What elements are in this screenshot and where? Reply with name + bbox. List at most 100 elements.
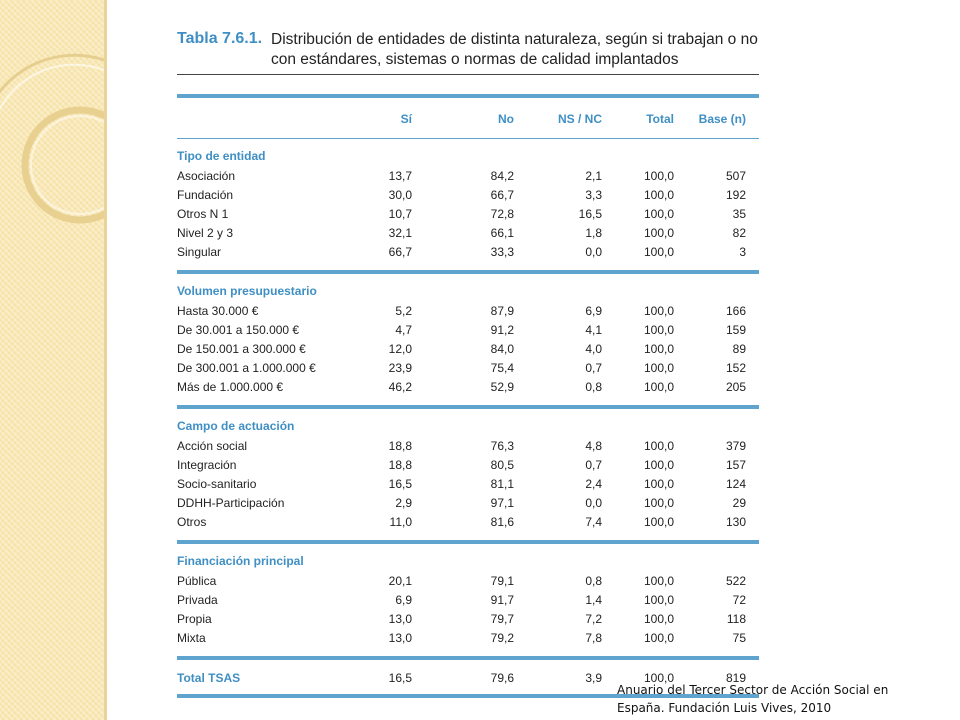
table-cell: 0,0 xyxy=(585,496,602,510)
table-cell: 13,0 xyxy=(388,612,412,626)
table-cell: 89 xyxy=(732,342,746,356)
table-cell: 72 xyxy=(732,593,746,607)
table-cell: 75,4 xyxy=(490,361,514,375)
title-divider xyxy=(177,74,759,75)
table-row: Singular 66,7 33,3 0,0 100,0 3 xyxy=(177,242,759,261)
table-cell: 100,0 xyxy=(643,458,674,472)
table-cell: 87,9 xyxy=(490,304,514,318)
row-label: Privada xyxy=(177,593,218,607)
source-line1: Anuario del Tercer Sector de Acción Soci… xyxy=(617,683,889,697)
table-row: Fundación 30,0 66,7 3,3 100,0 192 xyxy=(177,185,759,204)
table-row: Hasta 30.000 € 5,2 87,9 6,9 100,0 166 xyxy=(177,301,759,320)
row-label: Asociación xyxy=(177,169,236,183)
table-cell: 81,6 xyxy=(490,515,514,529)
table-cell: 5,2 xyxy=(395,304,412,318)
table-bottom-rule xyxy=(177,694,759,698)
row-label: DDHH-Participación xyxy=(177,496,285,510)
table-group: Tipo de entidad Asociación 13,7 84,2 2,1 100,… xyxy=(177,139,759,270)
table-cell: 2,4 xyxy=(585,477,602,491)
table-cell: 100,0 xyxy=(643,207,674,221)
table-cell: 80,5 xyxy=(490,458,514,472)
table-cell: 166 xyxy=(725,304,746,318)
table-row: Mixta 13,0 79,2 7,8 100,0 75 xyxy=(177,628,759,647)
table-row: Más de 1.000.000 € 46,2 52,9 0,8 100,0 205 xyxy=(177,377,759,396)
header-base: Base (n) xyxy=(698,112,746,126)
table-cell: 79,1 xyxy=(490,574,514,588)
row-label: Fundación xyxy=(177,188,234,202)
table-cell: 100,0 xyxy=(643,574,674,588)
table-cell: 11,0 xyxy=(389,515,412,529)
table-cell: 6,9 xyxy=(585,304,602,318)
row-label: De 300.001 a 1.000.000 € xyxy=(177,361,316,375)
table-cell: 0,7 xyxy=(585,361,602,375)
table-cell: 97,1 xyxy=(490,496,514,510)
decorative-rings xyxy=(0,53,104,224)
table-cell: 33,3 xyxy=(490,245,514,259)
table-cell: 7,4 xyxy=(585,515,602,529)
total-value: 16,5 xyxy=(388,671,412,685)
total-value: 79,6 xyxy=(490,671,514,685)
row-label: Singular xyxy=(177,245,222,259)
table-cell: 4,1 xyxy=(585,323,602,337)
group-title: Volumen presupuestario xyxy=(177,284,317,298)
data-table: Sí No NS / NC Total Base (n) Tipo de ent… xyxy=(177,94,759,698)
row-label: Otros N 1 xyxy=(177,207,229,221)
table-cell: 52,9 xyxy=(490,380,514,394)
row-label: Más de 1.000.000 € xyxy=(177,380,284,394)
group-title: Campo de actuación xyxy=(177,419,295,433)
table-cell: 4,8 xyxy=(585,439,602,453)
table-cell: 100,0 xyxy=(643,323,674,337)
row-label: Integración xyxy=(177,458,237,472)
group-title: Tipo de entidad xyxy=(177,149,266,163)
table-number: Tabla 7.6.1. xyxy=(177,30,263,47)
table-cell: 100,0 xyxy=(643,380,674,394)
table-cell: 3 xyxy=(739,245,746,259)
table-cell: 29 xyxy=(732,496,746,510)
table-cell: 100,0 xyxy=(643,612,674,626)
table-group: Campo de actuación Acción social 18,8 76,3 4… xyxy=(177,409,759,540)
table-row: Nivel 2 y 3 32,1 66,1 1,8 100,0 82 xyxy=(177,223,759,242)
table-cell: 75 xyxy=(732,631,746,645)
table-cell: 20,1 xyxy=(388,574,412,588)
table-row: De 30.001 a 150.000 € 4,7 91,2 4,1 100,0 159 xyxy=(177,320,759,339)
row-label: Pública xyxy=(177,574,217,588)
header-no: No xyxy=(498,112,514,126)
row-label: De 150.001 a 300.000 € xyxy=(177,342,306,356)
table-header: Sí No NS / NC Total Base (n) xyxy=(177,98,759,138)
table-cell: 18,8 xyxy=(388,458,412,472)
table-cell: 3,3 xyxy=(585,188,602,202)
total-value: 819 xyxy=(725,671,746,685)
group-title: Financiación principal xyxy=(177,554,304,568)
table-cell: 7,8 xyxy=(585,631,602,645)
row-label: De 30.001 a 150.000 € xyxy=(177,323,300,337)
source-citation: Anuario del Tercer Sector de Acción Soci… xyxy=(617,681,947,717)
table-cell: 2,1 xyxy=(585,169,602,183)
table-body: Tipo de entidad Asociación 13,7 84,2 2,1 100,… xyxy=(177,139,759,660)
header-si: Sí xyxy=(400,112,412,126)
table-row: Integración 18,8 80,5 0,7 100,0 157 xyxy=(177,455,759,474)
group-rule xyxy=(177,405,759,409)
group-rule xyxy=(177,656,759,660)
table-cell: 79,7 xyxy=(490,612,514,626)
table-row: Asociación 13,7 84,2 2,1 100,0 507 xyxy=(177,166,759,185)
table-cell: 6,9 xyxy=(395,593,412,607)
table-cell: 1,8 xyxy=(585,226,602,240)
table-cell: 30,0 xyxy=(388,188,412,202)
table-title-line2: con estándares, sistemas o normas de cal… xyxy=(271,51,679,68)
row-label: Acción social xyxy=(177,439,248,453)
row-label: Propia xyxy=(177,612,212,626)
table-cell: 76,3 xyxy=(490,439,514,453)
table-cell: 66,7 xyxy=(490,188,514,202)
table-cell: 4,7 xyxy=(395,323,412,337)
sidebar-edge xyxy=(104,0,107,720)
table-row: DDHH-Participación 2,9 97,1 0,0 100,0 29 xyxy=(177,493,759,512)
table-cell: 84,0 xyxy=(490,342,514,356)
table-cell: 0,0 xyxy=(585,245,602,259)
table-cell: 157 xyxy=(725,458,746,472)
table-cell: 100,0 xyxy=(643,188,674,202)
source-line2: España. Fundación Luis Vives, 2010 xyxy=(617,701,832,715)
table-cell: 124 xyxy=(725,477,746,491)
table-cell: 100,0 xyxy=(643,342,674,356)
table-cell: 100,0 xyxy=(643,477,674,491)
row-label: Nivel 2 y 3 xyxy=(177,226,234,240)
